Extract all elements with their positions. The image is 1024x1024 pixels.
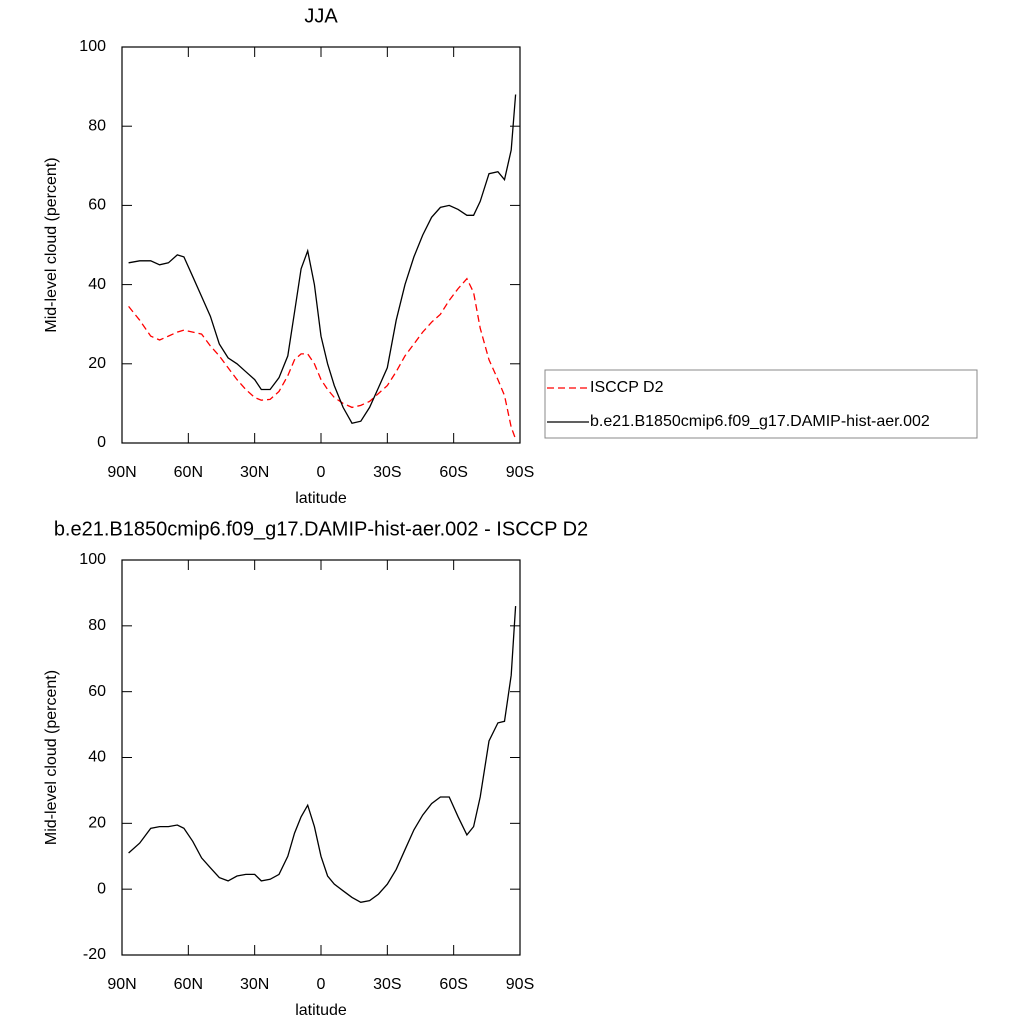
y-axis-label: Mid-level cloud (percent) (43, 670, 60, 845)
x-tick-label: 0 (317, 976, 326, 993)
data-line (128, 606, 517, 903)
x-tick-label: 60S (439, 976, 467, 993)
y-tick-label: 60 (88, 197, 106, 214)
x-tick-label: 60N (174, 464, 203, 481)
x-tick-label: 90S (506, 464, 534, 481)
x-tick-label: 30N (240, 976, 269, 993)
y-tick-label: 0 (97, 880, 106, 897)
legend-label: ISCCP D2 (590, 379, 664, 396)
y-tick-label: 20 (88, 355, 106, 372)
x-tick-label: 60S (439, 464, 467, 481)
plot-frame (121, 46, 521, 444)
x-tick-label: 90S (506, 976, 534, 993)
x-tick-label: 30N (240, 464, 269, 481)
y-tick-label: 80 (88, 617, 106, 634)
x-tick-label: 30S (373, 464, 401, 481)
x-tick-label: 90N (107, 976, 136, 993)
x-tick-label: 90N (107, 464, 136, 481)
y-axis-label: Mid-level cloud (percent) (43, 157, 60, 332)
y-tick-label: 40 (88, 276, 106, 293)
y-tick-label: 80 (88, 117, 106, 134)
legend-box (544, 369, 978, 439)
panel: JJA latitude Mid-level cloud (percent) 0 20 4… (43, 5, 978, 507)
plot-frame (121, 559, 521, 956)
y-tick-label: 40 (88, 749, 106, 766)
x-axis-label: latitude (295, 1002, 347, 1019)
y-tick-label: 100 (79, 551, 106, 568)
x-tick-label: 0 (317, 464, 326, 481)
data-line (128, 277, 517, 440)
y-tick-label: 20 (88, 815, 106, 832)
y-tick-label: -20 (83, 946, 106, 963)
chart-title: JJA (304, 5, 338, 27)
panel: b.e21.B1850cmip6.f09_g17.DAMIP-hist-aer.… (43, 518, 588, 1019)
x-tick-label: 60N (174, 976, 203, 993)
data-line (128, 94, 517, 424)
y-tick-label: 100 (79, 38, 106, 55)
x-axis-label: latitude (295, 490, 347, 507)
y-tick-label: 60 (88, 683, 106, 700)
chart-title: b.e21.B1850cmip6.f09_g17.DAMIP-hist-aer.… (54, 518, 588, 540)
y-tick-label: 0 (97, 434, 106, 451)
legend-label: b.e21.B1850cmip6.f09_g17.DAMIP-hist-aer.… (590, 413, 930, 430)
x-tick-label: 30S (373, 976, 401, 993)
